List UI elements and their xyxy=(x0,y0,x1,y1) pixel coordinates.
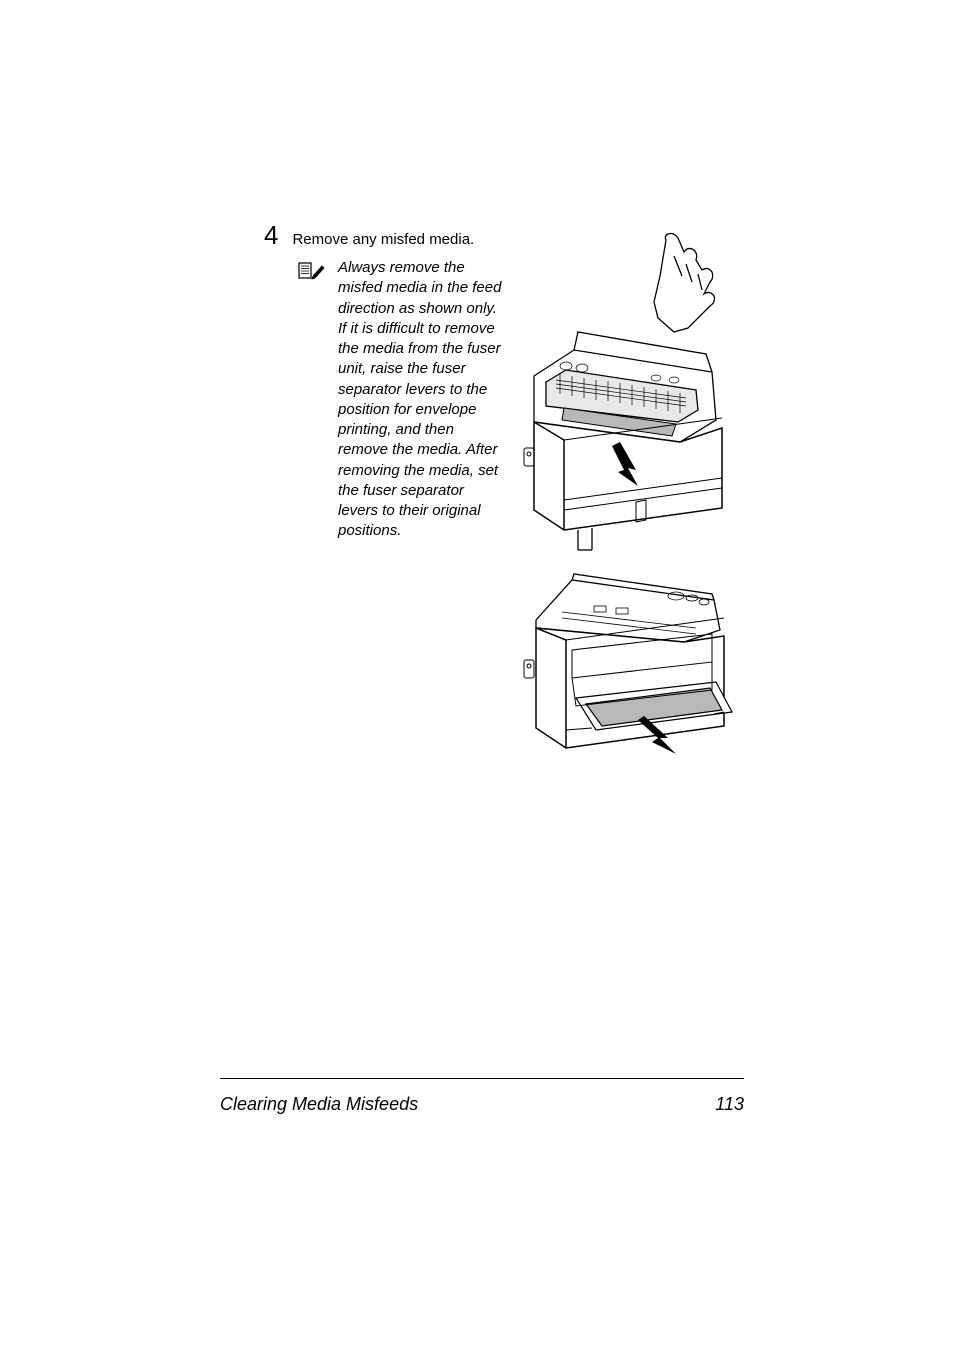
note-pencil-icon xyxy=(298,260,326,280)
note-text: Always remove the misfed media in the fe… xyxy=(338,258,508,542)
document-page: 4 Remove any misfed media. Always remove… xyxy=(0,0,954,1351)
footer-page-number: 113 xyxy=(715,1094,744,1115)
footer-rule xyxy=(220,1078,744,1079)
page-footer: Clearing Media Misfeeds 113 xyxy=(220,1094,744,1115)
step-instruction: Remove any misfed media. xyxy=(292,230,474,250)
step-number: 4 xyxy=(264,222,278,248)
note-block: Always remove the misfed media in the fe… xyxy=(298,258,508,542)
printer-illustration-top xyxy=(516,232,742,556)
footer-section-title: Clearing Media Misfeeds xyxy=(220,1094,418,1115)
printer-illustration-bottom xyxy=(516,570,742,800)
